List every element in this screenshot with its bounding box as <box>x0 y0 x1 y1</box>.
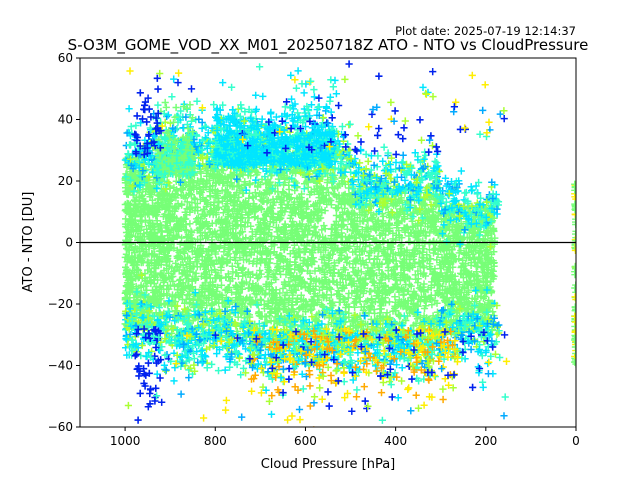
scatter-point <box>472 268 481 276</box>
scatter-point <box>281 302 289 310</box>
scatter-point <box>345 244 353 252</box>
scatter-point <box>383 309 391 317</box>
scatter-point <box>281 291 289 299</box>
scatter-point <box>459 283 467 291</box>
scatter-point <box>349 264 357 272</box>
scatter-point <box>202 196 210 204</box>
scatter-point <box>247 172 255 180</box>
scatter-point <box>261 291 269 299</box>
scatter-point <box>160 254 168 262</box>
scatter-point <box>273 266 281 274</box>
scatter-point <box>253 274 262 282</box>
scatter-point <box>455 278 463 286</box>
scatter-point <box>154 225 162 233</box>
scatter-point <box>257 205 265 213</box>
scatter-point <box>326 267 334 275</box>
scatter-point <box>183 198 191 206</box>
scatter-point <box>263 273 271 281</box>
scatter-point <box>357 303 365 311</box>
scatter-point <box>280 197 288 205</box>
scatter-point <box>321 225 329 233</box>
scatter-point <box>362 223 370 232</box>
scatter-point <box>178 234 186 242</box>
scatter-point <box>186 220 194 228</box>
scatter-point <box>220 248 228 256</box>
scatter-point <box>219 209 227 217</box>
scatter-point <box>343 225 351 233</box>
scatter-point <box>389 256 397 264</box>
scatter-point <box>205 296 213 304</box>
scatter-point <box>428 301 436 309</box>
scatter-point <box>242 234 250 242</box>
scatter-point <box>172 259 180 267</box>
scatter-point <box>228 288 236 296</box>
scatter-point <box>451 280 459 288</box>
scatter-point <box>214 283 222 291</box>
scatter-point <box>318 226 326 234</box>
scatter-point <box>279 284 287 293</box>
scatter-points <box>121 60 576 427</box>
scatter-point <box>256 266 264 275</box>
scatter-point <box>251 290 259 298</box>
scatter-point <box>420 304 429 313</box>
scatter-point <box>192 218 200 226</box>
scatter-point <box>449 263 457 271</box>
chart-title: S-O3M_GOME_VOD_XX_M01_20250718Z ATO - NT… <box>68 36 589 55</box>
scatter-point <box>264 265 272 273</box>
scatter-point <box>247 301 255 309</box>
plot-date: Plot date: 2025-07-19 12:14:37 <box>395 24 576 38</box>
scatter-point <box>421 240 429 248</box>
